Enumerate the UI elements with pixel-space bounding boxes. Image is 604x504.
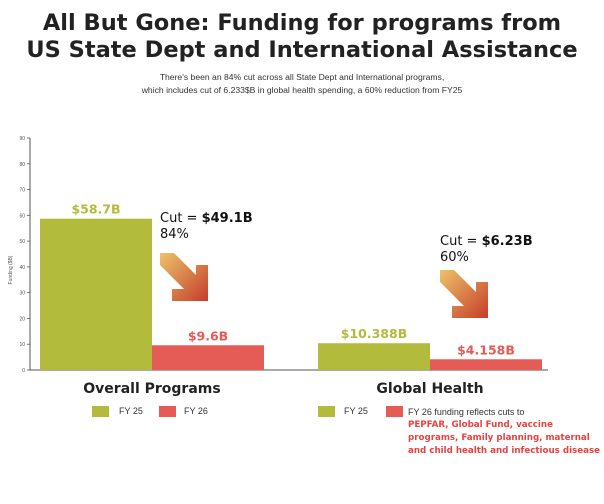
category-label: Overall Programs — [83, 381, 220, 397]
y-tick-label: 80 — [19, 162, 25, 168]
y-tick-label: 20 — [19, 316, 25, 322]
y-tick-label: 10 — [19, 342, 25, 348]
chart-title-line2: US State Dept and International Assistan… — [26, 37, 578, 63]
legend-swatch-fy26 — [386, 406, 403, 417]
down-right-arrow-icon — [160, 253, 208, 301]
bar-value-label: $9.6B — [188, 328, 228, 343]
y-tick-label: 0 — [22, 368, 25, 374]
legend-swatch-fy26 — [159, 406, 176, 417]
bar-fy26 — [430, 359, 542, 370]
bar-fy26 — [152, 345, 264, 370]
legend-label-fy25: FY 25 — [119, 406, 143, 416]
cut-annotation: Cut = $6.23B — [440, 234, 533, 249]
cut-annotation-prefix: Cut = — [160, 211, 202, 226]
cut-annotation-amount: $49.1B — [202, 211, 253, 226]
legend-label-fy26: FY 26 — [184, 406, 208, 416]
y-tick-label: 60 — [19, 213, 25, 219]
legend-note-programs: PEPFAR, Global Fund, vaccine programs, F… — [408, 420, 601, 456]
legend-label-fy26-note: FY 26 funding reflects cuts to PEPFAR, G… — [408, 406, 603, 457]
bar-value-label: $58.7B — [71, 202, 120, 217]
legend-label-fy25: FY 25 — [344, 406, 368, 416]
chart-subtitle: There's been an 84% cut across all State… — [0, 71, 604, 97]
legend-note-lead: FY 26 funding reflects cuts to — [408, 407, 525, 417]
bar-fy25 — [40, 218, 152, 370]
legend-swatch-fy25 — [92, 406, 109, 417]
y-tick-label: 70 — [19, 188, 25, 194]
chart-title-line1: All But Gone: Funding for programs from — [42, 10, 562, 36]
down-right-arrow-icon — [440, 270, 488, 318]
cut-annotation-percent: 60% — [440, 250, 469, 265]
cut-annotation-amount: $6.23B — [482, 234, 533, 249]
category-label: Global Health — [376, 381, 483, 397]
chart-title: All But Gone: Funding for programs from … — [0, 10, 604, 64]
bar-value-label: $4.158B — [457, 342, 515, 357]
bar-value-label: $10.388B — [341, 326, 407, 341]
y-tick-label: 50 — [19, 239, 25, 245]
y-tick-label: 40 — [19, 265, 25, 271]
y-tick-label: 90 — [19, 136, 25, 142]
cut-annotation: Cut = $49.1B — [160, 211, 253, 226]
y-axis-label: Funding ($B) — [8, 255, 14, 284]
chart-subtitle-line2: which includes cut of 6.233$B in global … — [141, 85, 463, 95]
legend-swatch-fy25 — [318, 406, 335, 417]
cut-annotation-prefix: Cut = — [440, 234, 482, 249]
y-tick-label: 30 — [19, 291, 25, 297]
bar-fy25 — [318, 343, 430, 370]
cut-annotation-percent: 84% — [160, 227, 189, 242]
chart-subtitle-line1: There's been an 84% cut across all State… — [159, 72, 445, 82]
